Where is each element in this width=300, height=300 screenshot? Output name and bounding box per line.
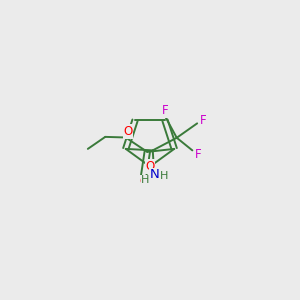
Text: O: O — [139, 176, 148, 188]
Text: F: F — [195, 148, 202, 161]
Text: O: O — [146, 160, 154, 173]
Text: H: H — [141, 176, 149, 185]
Text: F: F — [161, 104, 168, 117]
Text: O: O — [123, 125, 133, 138]
Text: F: F — [200, 114, 206, 127]
Text: N: N — [149, 169, 159, 182]
Text: H: H — [160, 172, 168, 182]
